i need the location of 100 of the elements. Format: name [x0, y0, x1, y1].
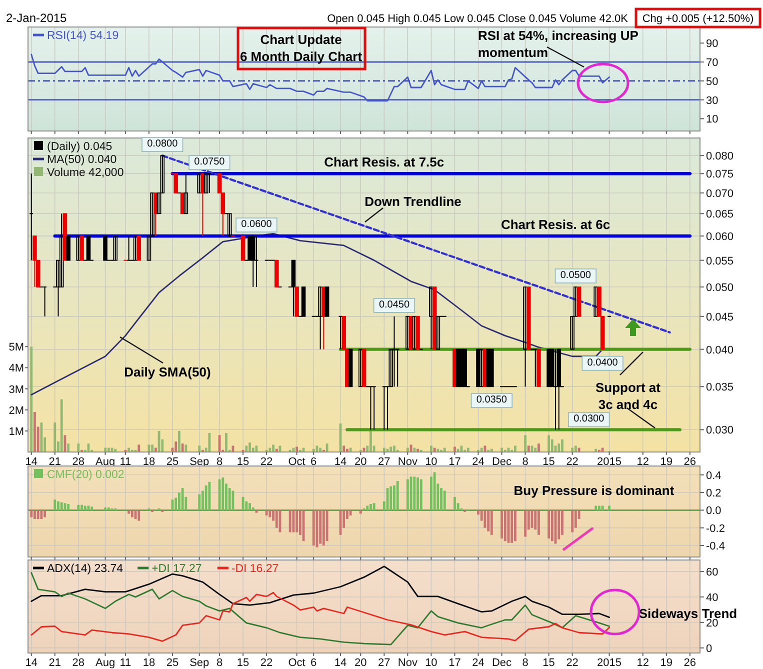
- y-tick-label: 70: [706, 56, 718, 69]
- annotation: Down Trendline: [364, 194, 462, 209]
- y-tick-label: 0.065: [706, 208, 734, 221]
- legend-label: CMF(20) 0.002: [47, 469, 124, 481]
- x-tick-label: 20: [354, 456, 367, 468]
- x-tick-label: 14: [25, 657, 38, 669]
- y-tick-label: -0.2: [706, 522, 725, 535]
- x-tick-label: 20: [354, 657, 367, 669]
- x-tick-label: 26: [684, 657, 696, 669]
- y2-tick-label: 4M: [8, 362, 24, 375]
- y-tick-label: 0.030: [706, 424, 734, 437]
- annotation: 0.0800: [147, 138, 178, 150]
- x-tick-label: Aug: [95, 657, 116, 669]
- legend-label: (Daily) 0.045: [47, 141, 112, 153]
- x-tick-label: 15: [542, 657, 555, 669]
- y-tick-label: 50: [706, 76, 718, 88]
- x-tick-label: 18: [142, 657, 156, 669]
- annotation: Chart Resis. at 6c: [500, 216, 610, 232]
- text: 2-Jan-2015: [6, 11, 68, 25]
- y2-tick-label: 2M: [8, 404, 24, 417]
- x-tick-label: 27: [378, 657, 390, 669]
- annotation: 0.0500: [560, 270, 592, 281]
- x-tick-label: 22: [260, 456, 273, 468]
- x-tick-label: 6: [310, 456, 317, 468]
- annotation: Chart Update 6 Month Daily Chart: [240, 32, 363, 64]
- x-tick-label: Dec: [492, 456, 512, 468]
- y-tick-label: 0.045: [706, 311, 734, 324]
- y-tick-label: 60: [706, 566, 718, 578]
- x-tick-label: 2015: [597, 456, 622, 468]
- x-tick-label: Dec: [492, 657, 512, 669]
- x-tick-label: 25: [166, 657, 179, 669]
- y-tick-label: 0.4: [706, 470, 722, 482]
- x-tick-label: 18: [142, 456, 156, 468]
- x-tick-label: 10: [425, 456, 438, 468]
- y-tick-label: 30: [706, 94, 718, 107]
- x-tick-label: 28: [72, 456, 85, 468]
- x-tick-label: 12: [636, 456, 650, 468]
- x-tick-label: 21: [48, 657, 62, 669]
- legend-label: -DI 16.27: [231, 563, 279, 575]
- annotation: 0.0300: [574, 414, 605, 425]
- legend-label: MA(50) 0.040: [47, 154, 117, 166]
- x-tick-label: Nov: [398, 657, 418, 669]
- x-tick-label: 8: [216, 657, 223, 669]
- x-tick-label: 8: [522, 657, 528, 669]
- x-tick-label: 11: [120, 456, 132, 468]
- x-tick-label: 24: [472, 657, 484, 669]
- x-tick-label: 25: [166, 456, 179, 468]
- y-tick-label: 0.0: [706, 505, 722, 518]
- x-tick-label: 15: [236, 456, 250, 468]
- y-tick-label: 0.050: [706, 282, 734, 294]
- annotation: RSI at 54%, increasing UP momentum: [478, 28, 639, 60]
- x-tick-label: 22: [566, 657, 578, 669]
- text: Open 0.045 High 0.045 Low 0.045 Close 0.045 Volume 42.0K: [327, 13, 629, 25]
- annotation: 0.0450: [378, 299, 410, 310]
- annotation: Buy Pressure is dominant: [514, 483, 675, 498]
- annotation: Chart Resis. at 7.5c: [324, 154, 444, 170]
- annotation: 0.0350: [476, 394, 508, 406]
- annotation: Daily SMA(50): [124, 364, 211, 380]
- x-tick-label: 15: [542, 456, 555, 468]
- x-tick-label: Sep: [190, 657, 210, 669]
- y2-tick-label: 1M: [8, 426, 24, 438]
- annotation: 0.0400: [587, 357, 618, 368]
- x-tick-label: 8: [522, 456, 528, 468]
- y-tick-label: 0.035: [706, 382, 734, 394]
- y-tick-label: 0.075: [706, 168, 734, 181]
- x-tick-label: 19: [660, 456, 673, 468]
- x-tick-label: 15: [236, 657, 250, 669]
- text: Chg +0.005 (+12.50%): [642, 13, 754, 25]
- y-tick-label: 40: [706, 592, 718, 604]
- x-tick-label: 17: [448, 657, 461, 669]
- y-tick-label: 10: [706, 114, 718, 126]
- y2-tick-label: 3M: [8, 384, 24, 396]
- x-tick-label: 10: [425, 657, 438, 669]
- y-tick-label: 90: [706, 38, 718, 50]
- y-tick-label: 0.070: [706, 188, 734, 200]
- y-tick-label: 0.080: [706, 150, 734, 163]
- x-tick-label: 19: [660, 657, 673, 669]
- x-tick-label: Oct: [288, 657, 306, 669]
- legend-label: ADX(14) 23.74: [47, 563, 124, 575]
- annotation: Support at 3c and 4c: [596, 380, 662, 412]
- x-tick-label: 14: [334, 456, 347, 468]
- y-tick-label: 0.040: [706, 344, 734, 356]
- y-tick-label: 0: [706, 642, 712, 655]
- x-tick-label: 12: [636, 657, 650, 669]
- x-tick-label: 28: [72, 657, 85, 669]
- x-tick-label: 22: [260, 657, 273, 669]
- x-tick-label: 14: [25, 456, 38, 468]
- legend-label: +DI 17.27: [152, 563, 202, 575]
- legend-label: RSI(14) 54.19: [47, 30, 119, 42]
- x-tick-label: Nov: [398, 456, 418, 468]
- x-tick-label: Sep: [190, 456, 210, 468]
- annotation: 0.0750: [194, 156, 226, 168]
- x-tick-label: 8: [216, 456, 223, 468]
- x-tick-label: Oct: [288, 456, 306, 468]
- x-tick-label: 24: [472, 456, 484, 468]
- x-tick-label: 17: [448, 456, 461, 468]
- x-tick-label: 26: [684, 456, 696, 468]
- y-tick-label: 0.060: [706, 230, 734, 243]
- x-tick-label: 6: [310, 657, 317, 669]
- x-tick-label: 11: [120, 657, 132, 669]
